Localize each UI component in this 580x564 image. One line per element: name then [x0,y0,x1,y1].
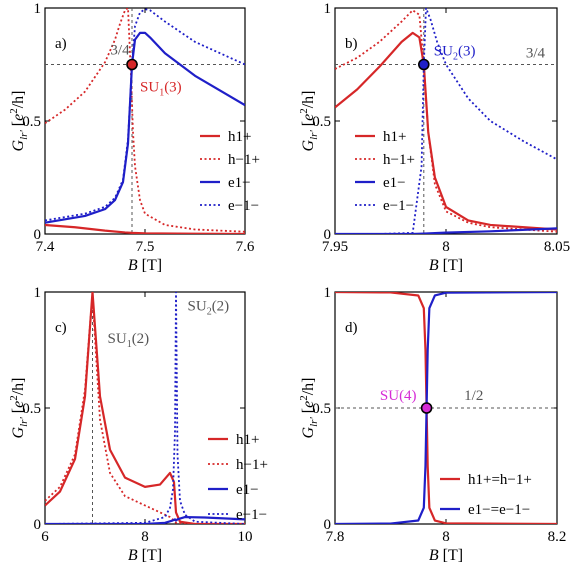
x-tick-label: 8 [442,239,450,255]
legend-entry: h−1+ [236,457,268,473]
legend: h1+ h−1+ e1− e−1− [200,129,260,214]
x-tick-label: 7.8 [326,529,345,545]
panel-label: d) [345,320,358,336]
series-line-3 [335,8,557,234]
plot-frame [44,7,246,235]
plot-frame [334,7,558,235]
y-axis-label: Glr' [e2/h] [8,91,30,152]
svg-text:Glr' [e2/h]: Glr' [e2/h] [298,91,320,152]
legend-entry: e−1− [228,198,259,214]
y-axis-label: Glr' [e2/h] [8,378,30,439]
x-tick-label: 10 [238,529,253,545]
series-line-1 [45,295,245,524]
x-tick-label: 8 [442,529,450,545]
y-tick-label: 1 [324,1,332,17]
legend-entry: h−1+ [383,152,415,168]
panel-label: c) [55,320,67,336]
svg-text:Glr' [e2/h]: Glr' [e2/h] [298,378,320,439]
reference-level-label: 1/2 [464,388,483,404]
series-line-0 [45,292,245,524]
y-tick-label: 1 [34,285,42,301]
panel-c: 6 8 10 0 0.5 1 B [T] Glr' [e2/h] c) SU1(2) SU2(2) h… [8,285,268,564]
svg-text:Glr' [e2/h]: Glr' [e2/h] [8,378,30,439]
x-tick-label: 7.6 [236,239,255,255]
legend-entry: e1−=e−1− [468,502,530,518]
panel-b: 7.95 8 8.05 0 0.5 1 B [T] Glr' [e2/h] b) 3/4 SU2(3… [298,1,570,274]
panel-label: b) [345,36,358,52]
series-line-2 [45,31,245,224]
legend-entry: h−1+ [228,152,260,168]
x-axis-label: B [T] [128,257,162,274]
legend-entry: e−1− [383,198,414,214]
legend-entry: h1+ [236,432,259,448]
legend-entry: h1+ [383,129,406,145]
y-tick-label: 1 [34,1,42,17]
reference-level-label: 3/4 [526,46,546,62]
symmetry-point-marker [126,58,138,71]
legend-entry: h1+=h−1+ [468,472,532,488]
legend-entry: e1− [236,482,259,498]
x-axis-label: B [T] [429,257,463,274]
symmetry-point-marker [420,402,433,414]
series-line-2 [335,227,557,234]
legend: h1+ h−1+ e1− e−1− [355,129,415,214]
x-tick-label: 7.95 [322,239,348,255]
legend-entry: e1− [383,175,406,191]
legend-entry: e−1− [236,507,267,523]
y-tick-label: 0.5 [312,401,331,417]
series-line-1 [45,8,245,233]
x-axis-label: B [T] [429,547,463,564]
y-tick-label: 1 [324,285,332,301]
x-tick-label: 7.4 [36,239,55,255]
y-axis-label: Glr' [e2/h] [298,378,320,439]
reference-level-label: 3/4 [110,43,130,59]
symmetry-point-marker [417,58,430,71]
su-annotation: SU1(2) [108,331,150,350]
su-annotation: SU1(3) [140,80,182,99]
panel-label: a) [55,36,67,52]
x-tick-label: 6 [41,529,49,545]
series-line-3 [45,8,245,222]
su-annotation: SU2(2) [188,299,230,318]
series-line-0 [45,223,245,234]
su-annotation: SU2(3) [434,44,476,63]
y-axis-label: Glr' [e2/h] [298,91,320,152]
y-tick-label: 0.5 [312,114,331,130]
x-tick-label: 8.2 [548,529,567,545]
panel-d: 7.8 8 8.2 0 0.5 1 B [T] Glr' [e2/h] d) 1/2 SU(4) h1… [298,285,566,564]
su-annotation: SU(4) [380,388,417,404]
x-tick-label: 8 [141,529,149,545]
x-tick-label: 7.5 [136,239,155,255]
legend-entry: e1− [228,175,251,191]
y-tick-label: 0 [324,517,332,533]
y-tick-label: 0 [34,227,42,243]
svg-text:Glr' [e2/h]: Glr' [e2/h] [8,91,30,152]
y-tick-label: 0 [34,517,42,533]
legend-entry: h1+ [228,129,251,145]
series-line-3 [45,292,245,524]
panel-a: 7.4 7.5 7.6 0 0.5 1 B [T] Glr' [e2/h] a) 3/4 SU1(3… [8,1,260,274]
y-tick-label: 0.5 [22,401,41,417]
y-tick-label: 0 [324,227,332,243]
legend: h1+=h−1+ e1−=e−1− [440,472,532,518]
series-line-2 [45,515,245,524]
y-tick-label: 0.5 [22,114,41,130]
x-axis-label: B [T] [128,547,162,564]
x-tick-label: 8.05 [544,239,570,255]
legend: h1+ h−1+ e1− e−1− [208,432,268,523]
